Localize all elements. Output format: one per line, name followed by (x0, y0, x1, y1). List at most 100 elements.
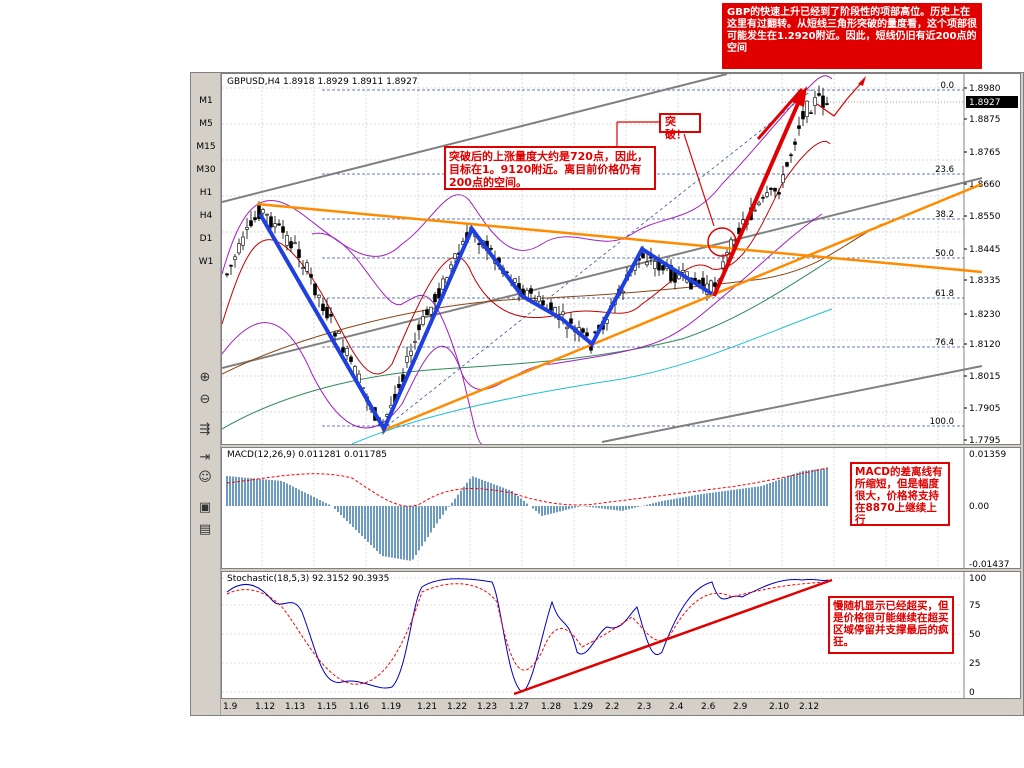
line-chart-icon[interactable]: ▤ (198, 522, 212, 537)
current-price-badge (966, 96, 1018, 108)
candle-body (825, 103, 829, 105)
channel-lower (601, 365, 983, 443)
breakout-arrow-upper (756, 88, 804, 140)
price-axis-label: 1.7795 (969, 436, 1001, 444)
candle-body (785, 162, 789, 167)
candle-body (277, 223, 281, 226)
candle-body (309, 274, 313, 278)
time-axis-label: 2.9 (733, 702, 748, 712)
candle-body (421, 316, 425, 325)
stochastic-signal-line (226, 581, 829, 685)
bollinger-lower (222, 213, 823, 429)
candle-body (585, 332, 589, 337)
price-axis-label: 1.8660 (969, 180, 1001, 190)
time-axis-label: 2.3 (637, 702, 652, 712)
candle-body (313, 283, 317, 296)
symbol-info: GBPUSD,H4 1.8918 1.8929 1.8911 1.8927 (227, 77, 418, 87)
candle-body (337, 330, 341, 334)
candle-body (777, 192, 781, 195)
bar-chart-icon[interactable]: ▣ (198, 500, 212, 515)
candle-body (409, 350, 413, 356)
ma-cyan (351, 308, 833, 444)
orange-support-line (381, 182, 983, 433)
candle-body (233, 256, 237, 260)
macd-chart: 0.01359 0.00 -0.01437 (226, 448, 1009, 568)
candle-body (713, 282, 717, 287)
candle-body (397, 384, 401, 388)
candle-body (529, 288, 533, 294)
candle-body (273, 223, 277, 228)
candle-body (305, 262, 309, 272)
chart-shift-icon[interactable]: ⇶ (199, 422, 211, 437)
candle-body (285, 235, 289, 246)
macd-label: MACD(12,26,9) 0.011281 0.011785 (227, 450, 387, 460)
timeframe-m1[interactable]: M1 (199, 96, 213, 106)
candle-body (817, 93, 821, 96)
stochastic-axis-label: 100 (969, 574, 986, 584)
price-axis-label: 1.8120 (969, 340, 1001, 350)
breakout-leader-line (683, 133, 715, 227)
candle-body (821, 95, 825, 108)
bollinger-upper (222, 75, 833, 275)
timeframe-d1[interactable]: D1 (199, 234, 213, 244)
stochastic-main-line (226, 578, 829, 693)
candle-body (757, 202, 761, 206)
candle-body (261, 209, 265, 214)
candle-body (441, 278, 445, 290)
time-axis-label: 2.10 (769, 702, 790, 712)
zoom-in-icon[interactable]: ⊕ (199, 370, 211, 385)
time-axis: 1.9 1.12 1.13 1.15 1.16 1.19 1.21 1.22 1.23 1.27 1… (221, 701, 1021, 715)
candle-body (653, 260, 657, 269)
candle-body (425, 309, 429, 316)
time-axis-label: 1.27 (509, 702, 530, 712)
candle-body (449, 264, 453, 269)
candle-body (793, 141, 797, 145)
expert-icon[interactable]: ☺ (198, 470, 212, 485)
candle-body (345, 348, 349, 356)
price-axis-label: 1.8765 (969, 148, 1001, 158)
time-axis-label: 2.12 (799, 702, 820, 712)
candle-body (621, 290, 625, 293)
candle-body (797, 125, 801, 129)
autoscroll-icon[interactable]: ⇥ (199, 450, 211, 465)
candle-body (769, 187, 773, 190)
candle-body (437, 288, 441, 299)
candle-body (761, 197, 765, 199)
timeframe-w1[interactable]: W1 (198, 257, 214, 267)
annotation-breakout: 突破！ (659, 113, 701, 140)
fib-level-label: 0.0 (940, 81, 954, 91)
candle-body (813, 97, 817, 106)
candle-body (805, 100, 809, 117)
channel-upper (222, 74, 728, 203)
candle-body (645, 261, 649, 266)
candle-body (289, 241, 293, 249)
macd-signal-line (226, 467, 829, 507)
candle-body (245, 227, 249, 230)
macd-axis-label: 0.01359 (969, 450, 1006, 460)
candle-body (293, 242, 297, 244)
candle-body (269, 216, 273, 228)
stochastic-trend-line (513, 578, 833, 696)
timeframe-m5[interactable]: M5 (199, 119, 213, 129)
time-axis-label: 2.2 (605, 702, 620, 712)
stochastic-chart: 100 75 50 25 0 (222, 572, 986, 698)
projection-path (816, 81, 863, 117)
candle-body (405, 356, 409, 363)
candle-body (429, 306, 433, 315)
price-panel[interactable]: 1.8980 1.8875 1.8765 1.8660 1.8550 1.8445 1.83… (221, 73, 1021, 445)
timeframe-h1[interactable]: H1 (199, 188, 213, 198)
wave-pattern (258, 213, 714, 434)
candle-body (237, 243, 241, 254)
price-axis-label: 1.8550 (969, 212, 1001, 222)
candle-body (265, 213, 269, 216)
candle-body (513, 278, 517, 283)
timeframe-h4[interactable]: H4 (199, 211, 213, 221)
timeframe-m15[interactable]: M15 (196, 142, 216, 152)
zoom-out-icon[interactable]: ⊖ (199, 392, 211, 407)
candle-body (661, 265, 665, 271)
timeframe-m30[interactable]: M30 (196, 165, 216, 175)
candle-body (561, 311, 565, 315)
candle-body (241, 236, 245, 246)
candle-body (453, 253, 457, 259)
candle-body (765, 192, 769, 197)
